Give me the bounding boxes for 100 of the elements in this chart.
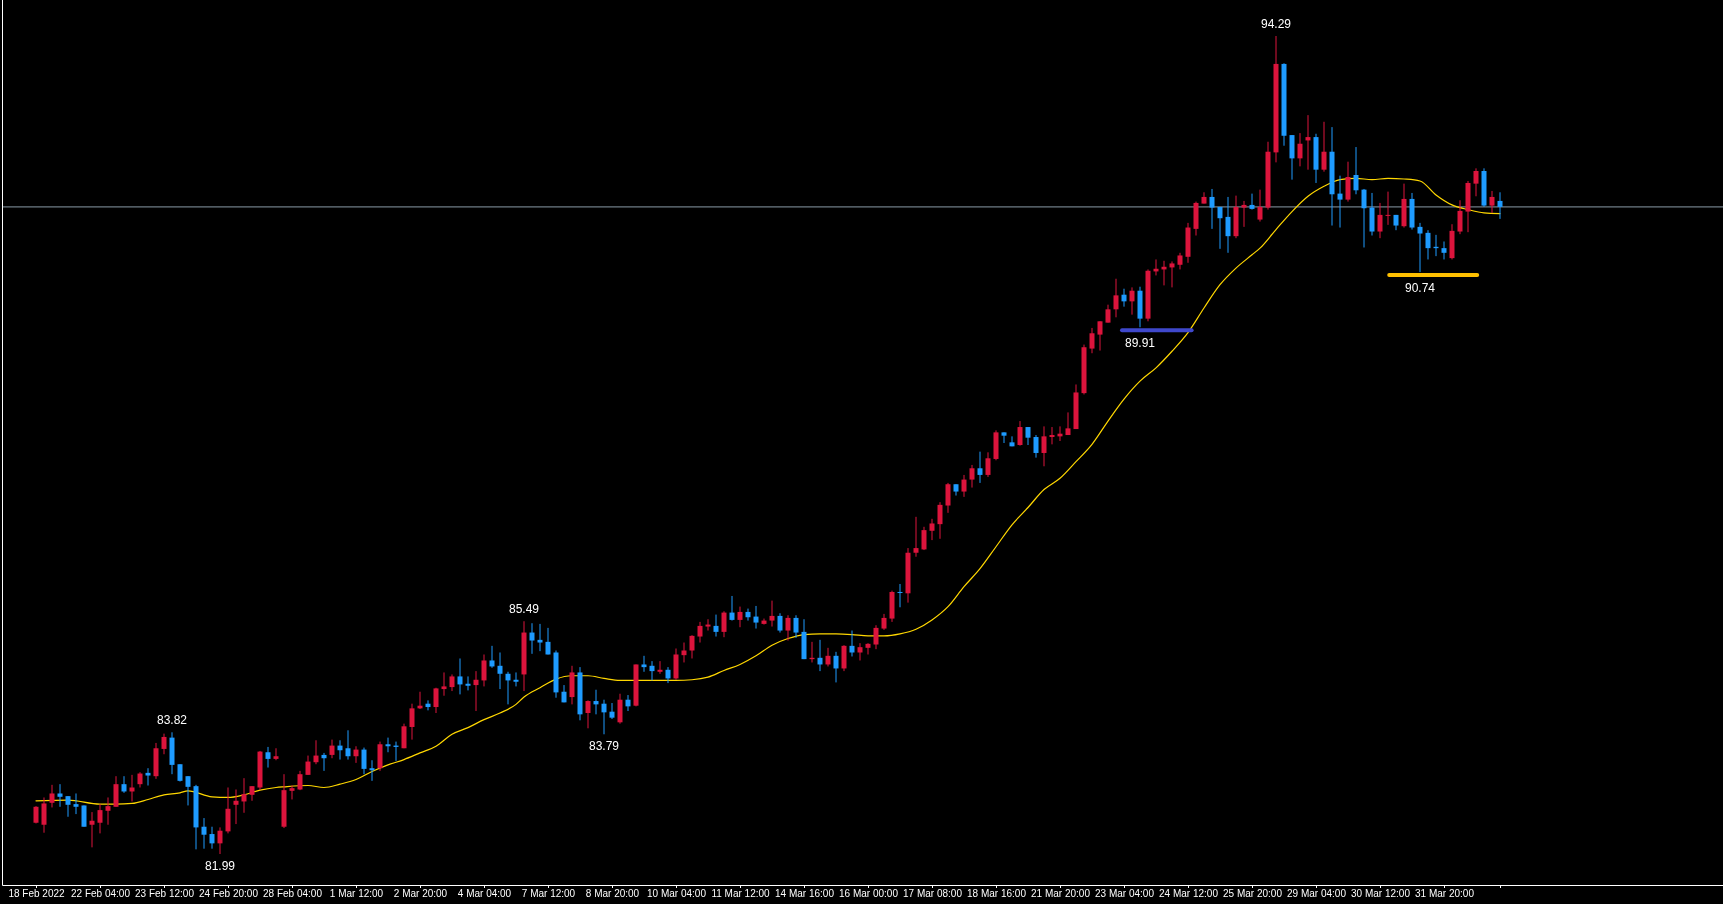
candlestick bbox=[777, 612, 783, 634]
candlestick bbox=[489, 645, 495, 669]
candlestick bbox=[865, 642, 871, 655]
candlestick bbox=[121, 775, 127, 794]
candlestick bbox=[985, 451, 991, 478]
candlestick bbox=[313, 739, 319, 765]
candlestick bbox=[1257, 189, 1263, 223]
annotation: 81.99 bbox=[204, 858, 236, 873]
candlestick bbox=[1289, 134, 1295, 181]
candlestick bbox=[145, 767, 151, 786]
candlestick bbox=[241, 777, 247, 814]
candlestick bbox=[113, 775, 119, 808]
candlestick bbox=[929, 518, 935, 541]
candlestick bbox=[433, 687, 439, 714]
candlestick bbox=[1337, 175, 1343, 229]
candlestick bbox=[841, 644, 847, 672]
x-tick-label: 25 Mar 20:00 bbox=[1223, 888, 1283, 900]
candlestick bbox=[1217, 206, 1223, 250]
annotation: 89.91 bbox=[1124, 335, 1156, 350]
x-tick-label: 10 Mar 04:00 bbox=[647, 888, 707, 900]
candlestick bbox=[369, 759, 375, 782]
candlestick bbox=[713, 614, 719, 638]
candlestick bbox=[1201, 191, 1207, 205]
x-tick-label: 23 Mar 04:00 bbox=[1095, 888, 1155, 900]
candlestick bbox=[1041, 425, 1047, 467]
candlestick bbox=[49, 784, 55, 808]
candlestick bbox=[969, 464, 975, 489]
candlestick bbox=[1457, 199, 1463, 235]
candlestick bbox=[329, 739, 335, 759]
candlestick bbox=[1377, 202, 1383, 239]
candlestick bbox=[481, 653, 487, 687]
candlestick bbox=[1089, 327, 1095, 354]
candlestick bbox=[769, 600, 775, 628]
candlestick bbox=[817, 639, 823, 672]
candlestick bbox=[1385, 191, 1391, 226]
candlestick bbox=[705, 618, 711, 632]
candlestick bbox=[617, 693, 623, 725]
candlestick bbox=[657, 660, 663, 675]
candlestick bbox=[1009, 435, 1015, 447]
candlestick bbox=[409, 703, 415, 741]
candlestick bbox=[185, 775, 191, 806]
candlestick bbox=[297, 770, 303, 791]
candlestick bbox=[377, 741, 383, 772]
candlestick bbox=[1497, 191, 1503, 220]
candlestick bbox=[81, 804, 87, 828]
candlestick bbox=[41, 796, 47, 834]
candlestick bbox=[1049, 426, 1055, 445]
candlestick bbox=[673, 648, 679, 681]
candlestick bbox=[97, 803, 103, 834]
candlestick bbox=[1241, 200, 1247, 228]
candlestick bbox=[873, 624, 879, 650]
candlestick bbox=[265, 746, 271, 769]
candlestick bbox=[1249, 193, 1255, 211]
candlestick bbox=[529, 622, 535, 655]
candlestick bbox=[825, 647, 831, 667]
candlestick bbox=[641, 655, 647, 673]
x-tick-label: 16 Mar 00:00 bbox=[839, 888, 899, 900]
candlestick bbox=[361, 747, 367, 775]
candlestick bbox=[89, 811, 95, 848]
x-tick-label: 14 Mar 16:00 bbox=[775, 888, 835, 900]
candlestick bbox=[785, 614, 791, 642]
x-tick-label: 28 Feb 04:00 bbox=[263, 888, 323, 900]
x-tick-label: 30 Mar 12:00 bbox=[1351, 888, 1411, 900]
candlestick bbox=[273, 747, 279, 761]
candlestick bbox=[745, 608, 751, 622]
candlestick bbox=[233, 788, 239, 825]
candlestick bbox=[913, 516, 919, 558]
candlestick bbox=[1017, 420, 1023, 447]
candlestick bbox=[473, 670, 479, 712]
annotation: 83.82 bbox=[156, 713, 188, 728]
candlestick bbox=[209, 826, 215, 850]
candlestick bbox=[585, 699, 591, 729]
candlestick bbox=[201, 817, 207, 850]
candlestick bbox=[385, 737, 391, 753]
candlestick bbox=[681, 642, 687, 663]
candlestick bbox=[625, 694, 631, 712]
candlestick bbox=[1169, 260, 1175, 288]
candlestick bbox=[721, 610, 727, 638]
candlestick bbox=[1209, 188, 1215, 230]
candlestick bbox=[1097, 320, 1103, 352]
x-tick-label: 24 Mar 12:00 bbox=[1159, 888, 1219, 900]
candlestick bbox=[1425, 229, 1431, 260]
x-tick-label: 24 Feb 20:00 bbox=[199, 888, 259, 900]
candlestick bbox=[737, 606, 743, 628]
x-tick-label: 18 Mar 16:00 bbox=[967, 888, 1027, 900]
candlestick bbox=[1129, 286, 1135, 316]
candlestick bbox=[537, 623, 543, 652]
candlestick bbox=[1473, 167, 1479, 197]
candlestick bbox=[345, 729, 351, 761]
candlestick bbox=[921, 526, 927, 551]
candlestick bbox=[753, 605, 759, 630]
annotation: 85.49 bbox=[508, 602, 540, 617]
candlestick bbox=[1489, 190, 1495, 214]
x-tick-label: 4 Mar 04:00 bbox=[457, 888, 512, 900]
candlestick bbox=[1297, 132, 1303, 167]
candlestick bbox=[977, 451, 983, 484]
x-tick-label: 8 Mar 20:00 bbox=[585, 888, 640, 900]
candlestick bbox=[1353, 146, 1359, 195]
candlestick bbox=[217, 826, 223, 855]
candlestick bbox=[1345, 161, 1351, 203]
